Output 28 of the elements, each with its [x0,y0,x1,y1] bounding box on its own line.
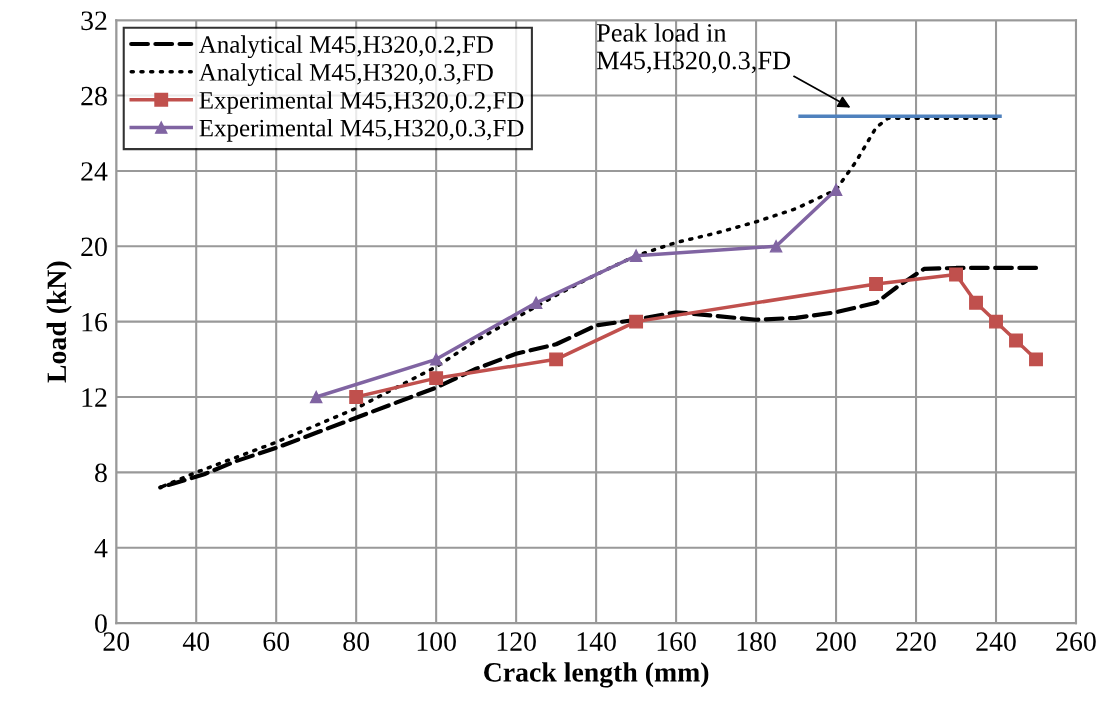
y-axis-title: Load (kN) [46,261,72,383]
x-tick-label: 160 [657,632,696,651]
y-tick-label: 20 [81,237,107,257]
legend-label: Analytical M45,H320,0.2,FD [198,35,493,59]
legend-label: Analytical M45,H320,0.3,FD [198,63,493,87]
x-axis-title: Crack length (mm) [484,662,709,688]
annotation: Peak load in M45,H320,0.3,FD [596,23,791,74]
y-tick-label: 12 [82,388,107,407]
y-tick-label: 4 [94,539,108,558]
x-tick-label: 140 [577,632,616,651]
x-tick-label: 240 [976,632,1016,651]
x-tick-label: 60 [263,632,290,651]
legend-label: Experimental M45,H320,0.2,FD [199,91,524,114]
x-tick-label: 180 [737,632,776,651]
x-tick-label: 100 [417,632,456,651]
x-tick-label: 40 [182,632,210,651]
y-tick-label: 32 [81,11,107,31]
x-tick-label: 80 [343,632,370,651]
y-tick-label: 16 [82,312,108,332]
x-tick-label: 220 [896,632,936,651]
legend-label: Experimental M45,H320,0.3,FD [199,118,524,142]
y-tick-label: 0 [95,614,107,633]
x-tick-label: 260 [1056,632,1096,651]
x-tick-label: 200 [816,632,856,651]
x-tick-label: 120 [497,632,536,651]
y-tick-label: 24 [81,162,108,181]
y-tick-label: 28 [81,86,107,106]
y-tick-label: 8 [95,463,107,483]
